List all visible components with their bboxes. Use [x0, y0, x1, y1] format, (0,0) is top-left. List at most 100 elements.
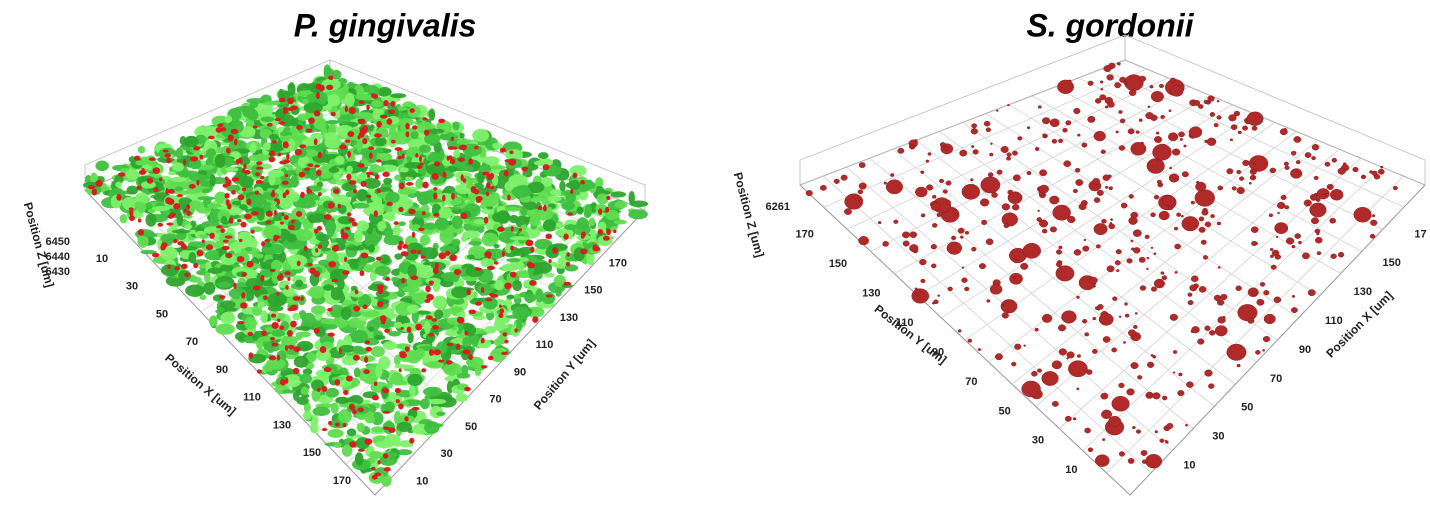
biofilm-blob	[300, 373, 312, 383]
biofilm-blob	[400, 167, 409, 172]
tick-label: 30	[1212, 431, 1224, 443]
biofilm-blob	[335, 397, 349, 404]
cell-blob	[1131, 362, 1139, 368]
cell-blob	[989, 153, 993, 156]
cell-blob	[1227, 344, 1246, 360]
cell-blob	[1001, 146, 1009, 153]
biofilm-blob	[420, 235, 431, 245]
biofilm-blob	[506, 207, 521, 212]
cell-blob	[1276, 236, 1278, 238]
cell-blob	[237, 195, 244, 201]
biofilm-blob	[453, 149, 460, 158]
cell-blob	[446, 360, 453, 364]
cell-blob	[398, 207, 403, 212]
cell-blob	[1037, 369, 1041, 373]
cell-blob	[288, 225, 295, 231]
cell-blob	[279, 121, 285, 125]
biofilm-blob	[371, 426, 385, 432]
biofilm-blob	[296, 229, 313, 241]
cell-blob	[894, 220, 899, 224]
biofilm-blob	[208, 267, 223, 273]
biofilm-blob	[244, 317, 257, 330]
cell-blob	[276, 235, 279, 239]
cell-blob	[1257, 299, 1265, 305]
cell-blob	[494, 261, 498, 264]
cell-blob	[306, 128, 313, 132]
cell-blob	[1052, 139, 1057, 143]
biofilm-blob	[309, 286, 325, 299]
biofilm-blob	[297, 198, 316, 209]
cell-blob	[1035, 328, 1039, 331]
biofilm-blob	[524, 201, 537, 210]
cell-blob	[580, 249, 588, 255]
cell-blob	[1270, 168, 1276, 173]
cell-blob	[606, 196, 610, 200]
cell-blob	[1105, 186, 1108, 188]
cell-blob	[374, 210, 378, 217]
cell-blob	[497, 227, 505, 232]
cell-blob	[564, 282, 572, 286]
cell-blob	[1101, 88, 1103, 90]
cell-blob	[997, 170, 1003, 175]
cell-blob	[1137, 375, 1142, 379]
cell-blob	[567, 212, 573, 215]
cell-blob	[1217, 100, 1219, 102]
cell-blob	[464, 331, 468, 336]
cell-blob	[1193, 100, 1199, 105]
cell-blob	[1067, 352, 1075, 359]
grid-line	[1102, 69, 1404, 207]
cell-blob	[960, 150, 967, 156]
cell-blob	[269, 156, 276, 162]
biofilm-blob	[188, 252, 196, 263]
cell-blob	[301, 296, 304, 301]
cell-blob	[971, 247, 976, 251]
cell-blob	[1242, 160, 1249, 166]
cell-blob	[288, 345, 295, 350]
cell-blob	[1284, 162, 1289, 166]
cell-blob	[202, 239, 205, 243]
cell-blob	[1184, 145, 1187, 147]
tick-label: 90	[216, 364, 228, 376]
cell-blob	[1101, 410, 1112, 419]
cell-blob	[433, 193, 437, 200]
cell-blob	[1009, 273, 1022, 284]
cell-blob	[844, 208, 851, 214]
cell-blob	[529, 280, 536, 286]
cell-blob	[1125, 314, 1129, 317]
biofilm-blob	[494, 280, 503, 290]
cell-blob	[332, 245, 339, 252]
cell-blob	[1088, 81, 1094, 86]
cell-blob	[1214, 295, 1221, 301]
biofilm-blob	[152, 206, 170, 211]
cell-blob	[1188, 293, 1192, 297]
cell-blob	[1182, 216, 1199, 231]
cell-blob	[1199, 217, 1204, 221]
cell-blob	[573, 172, 577, 178]
biofilm-blob	[364, 264, 374, 272]
cell-blob	[1161, 115, 1165, 118]
cell-blob	[939, 179, 944, 183]
cell-blob	[1263, 290, 1269, 295]
cell-blob	[129, 210, 133, 217]
cell-blob	[1057, 80, 1073, 94]
cell-blob	[247, 199, 252, 206]
cell-blob	[1092, 349, 1097, 353]
cell-blob	[1304, 200, 1312, 207]
biofilm-blob	[468, 241, 481, 245]
cell-blob	[1238, 304, 1258, 321]
cell-blob	[223, 240, 229, 243]
cell-blob	[328, 332, 335, 336]
cell-blob	[1242, 126, 1248, 131]
cell-blob	[971, 128, 978, 134]
cell-blob	[498, 313, 503, 318]
cell-blob	[353, 306, 360, 312]
cell-blob	[335, 379, 341, 386]
cell-blob	[1169, 174, 1179, 183]
cell-blob	[399, 368, 402, 372]
cell-blob	[378, 288, 384, 294]
cell-blob	[421, 255, 426, 258]
cell-blob	[1133, 325, 1137, 328]
cell-blob	[433, 349, 441, 355]
cell-blob	[502, 251, 505, 257]
biofilm-blob	[263, 202, 271, 207]
